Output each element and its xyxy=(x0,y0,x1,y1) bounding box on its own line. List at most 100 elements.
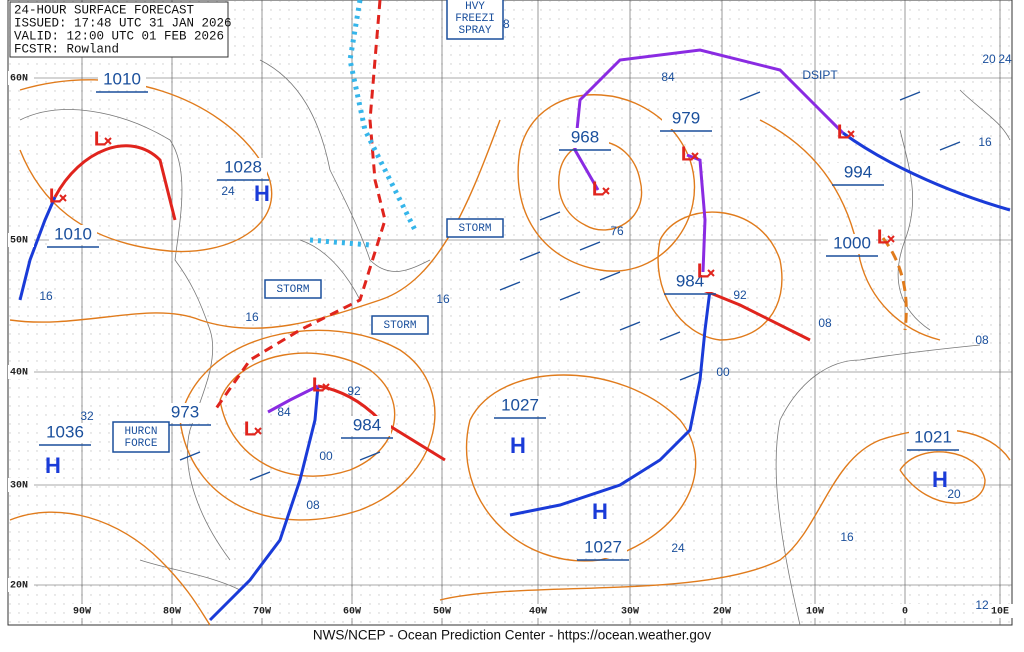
longitude-label: 90W xyxy=(73,607,91,618)
pressure-bg xyxy=(41,423,89,443)
longitude-label: 60W xyxy=(343,607,361,618)
low-symbol: L xyxy=(877,226,889,248)
pressure-bg xyxy=(49,225,97,245)
center-pressure: 1027 xyxy=(584,537,622,556)
low-symbol: L xyxy=(697,260,709,282)
lat-label-bg xyxy=(8,365,34,379)
high-symbol: H xyxy=(254,181,270,206)
center-pressure: 968 xyxy=(571,127,599,146)
pressure-bg xyxy=(662,109,710,129)
low-symbol: L xyxy=(681,143,693,165)
isobar-label: 00 xyxy=(716,365,730,379)
latitude-label: 20N xyxy=(10,581,28,592)
low-cross xyxy=(104,137,112,145)
center-pressure: 1027 xyxy=(501,395,539,414)
low-cross xyxy=(322,383,330,391)
center-pressure: 984 xyxy=(676,271,704,290)
header-line: 24-HOUR SURFACE FORECAST xyxy=(14,3,195,17)
isobar-label: 16 xyxy=(39,289,53,303)
isobar-label: 08 xyxy=(306,498,320,512)
longitude-label: 30W xyxy=(621,607,639,618)
low-cross xyxy=(691,152,699,160)
lon-label-bg xyxy=(890,604,920,618)
lon-label-bg xyxy=(523,604,553,618)
center-pressure: 1010 xyxy=(54,224,92,243)
header-line: FCSTR: Rowland xyxy=(14,42,119,56)
lon-label-bg xyxy=(67,604,97,618)
center-pressure: 1036 xyxy=(46,422,84,441)
header-box xyxy=(9,1,229,58)
low-cross xyxy=(254,427,262,435)
low-cross xyxy=(847,130,855,138)
high-symbol: H xyxy=(932,467,948,492)
warning-text: FREEZI xyxy=(455,13,495,25)
isobar-label: 76 xyxy=(610,224,624,238)
low-cross xyxy=(887,235,895,243)
low-symbol: L xyxy=(244,418,256,440)
pressure-bg xyxy=(561,128,609,148)
dot-grid xyxy=(8,0,1012,625)
latitude-label: 30N xyxy=(10,481,28,492)
low-cross xyxy=(707,269,715,277)
warning-text: STORM xyxy=(383,320,416,332)
lon-label-bg xyxy=(985,604,1015,618)
isobar-label: 84 xyxy=(277,405,291,419)
isobar-label: 20 xyxy=(982,52,996,66)
pressure-bg xyxy=(834,163,882,183)
lat-label-bg xyxy=(8,71,34,85)
high-symbol: H xyxy=(45,453,61,478)
lon-label-bg xyxy=(427,604,457,618)
wind-barbs xyxy=(179,91,961,481)
longitude-label: 80W xyxy=(163,607,181,618)
warning-text: FORCE xyxy=(124,438,157,450)
lon-label-bg xyxy=(800,604,830,618)
header-line: VALID: 12:00 UTC 01 FEB 2026 xyxy=(14,29,224,43)
isobar-label: 00 xyxy=(319,449,333,463)
warning-box xyxy=(264,279,322,299)
low-symbol: L xyxy=(312,374,324,396)
center-pressure: 1000 xyxy=(833,233,871,252)
center-pressure: 979 xyxy=(672,108,700,127)
footer: NWS/NCEP - Ocean Prediction Center - htt… xyxy=(313,628,711,643)
latitude-label: 50N xyxy=(10,236,28,247)
lat-label-bg xyxy=(8,578,34,592)
pressure-bg xyxy=(161,403,209,423)
labels: 60N 50N 40N 30N 20N 90W 80W 70W 60W 50W 40W 30W 20W 1… xyxy=(8,0,1015,618)
center-pressure: 1010 xyxy=(103,69,141,88)
longitude-label: 0 xyxy=(902,607,908,618)
isobar-label: 24 xyxy=(998,52,1012,66)
low-symbol: L xyxy=(49,185,61,207)
pressure-bg xyxy=(219,158,267,178)
graticule xyxy=(8,0,1012,625)
warning-text: SPRAY xyxy=(458,25,491,37)
latitude-label: 40N xyxy=(10,368,28,379)
lat-label-bg xyxy=(8,478,34,492)
lat-label-bg xyxy=(8,233,34,247)
isobar-label: 16 xyxy=(840,530,854,544)
warning-text: HURCN xyxy=(124,426,157,438)
pressure-bg xyxy=(579,538,627,558)
isobar-label: 20 xyxy=(947,487,961,501)
center-pressure: 984 xyxy=(353,415,381,434)
low-symbol: L xyxy=(592,178,604,200)
center-pressure: 1021 xyxy=(914,427,952,446)
warning-box xyxy=(371,315,429,335)
isobar-label: 24 xyxy=(221,184,235,198)
longitude-label: 40W xyxy=(529,607,547,618)
pressure-bg xyxy=(666,272,714,292)
low-symbol: L xyxy=(837,121,849,143)
isobar-label: 24 xyxy=(671,541,685,555)
lon-label-bg xyxy=(615,604,645,618)
warning-box xyxy=(112,421,170,453)
isobar-label: 32 xyxy=(80,409,94,423)
annotation: DSIPT xyxy=(802,68,838,82)
warning-text: HVY xyxy=(465,1,485,13)
warning-box xyxy=(446,0,504,40)
isobar-label: 84 xyxy=(661,70,675,84)
isobar-label: 92 xyxy=(733,288,747,302)
pressure-bg xyxy=(828,234,876,254)
warning-text: STORM xyxy=(276,284,309,296)
low-cross xyxy=(602,187,610,195)
